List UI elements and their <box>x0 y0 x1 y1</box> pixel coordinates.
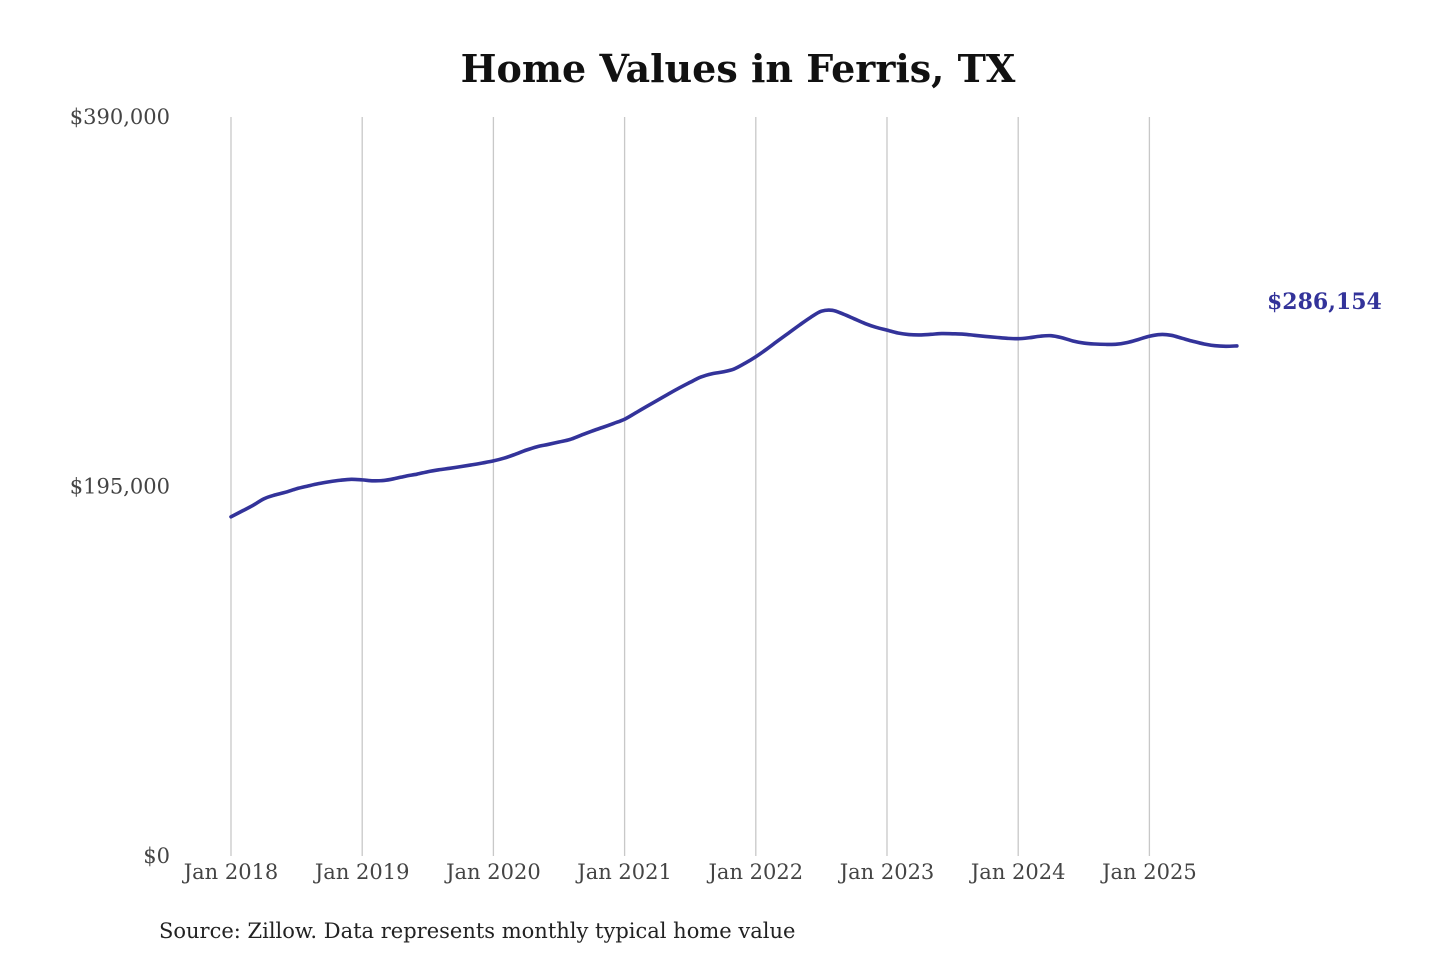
y-tick-label: $195,000 <box>70 475 170 499</box>
x-tick-label: Jan 2023 <box>838 860 935 884</box>
gridlines <box>230 117 1151 856</box>
series-layer <box>229 308 1239 519</box>
y-axis-ticks: $390,000 $195,000 $0 <box>70 105 170 868</box>
y-tick-label: $390,000 <box>70 105 170 129</box>
x-tick-label: Jan 2024 <box>969 860 1066 884</box>
x-tick-label: Jan 2022 <box>707 860 804 884</box>
x-tick-label: Jan 2020 <box>444 860 541 884</box>
x-tick-label: Jan 2021 <box>575 860 672 884</box>
x-axis-ticks: Jan 2018 Jan 2019 Jan 2020 Jan 2021 Jan 2022… <box>182 860 1197 884</box>
x-tick-label: Jan 2018 <box>182 860 279 884</box>
source-note: Source: Zillow. Data represents monthly … <box>159 919 795 943</box>
y-tick-label: $0 <box>143 844 170 868</box>
x-tick-label: Jan 2025 <box>1100 860 1197 884</box>
x-tick-label: Jan 2019 <box>313 860 410 884</box>
end-value-label: $286,154 <box>1267 289 1382 315</box>
chart-title: Home Values in Ferris, TX <box>461 46 1016 91</box>
series-line <box>229 308 1239 519</box>
